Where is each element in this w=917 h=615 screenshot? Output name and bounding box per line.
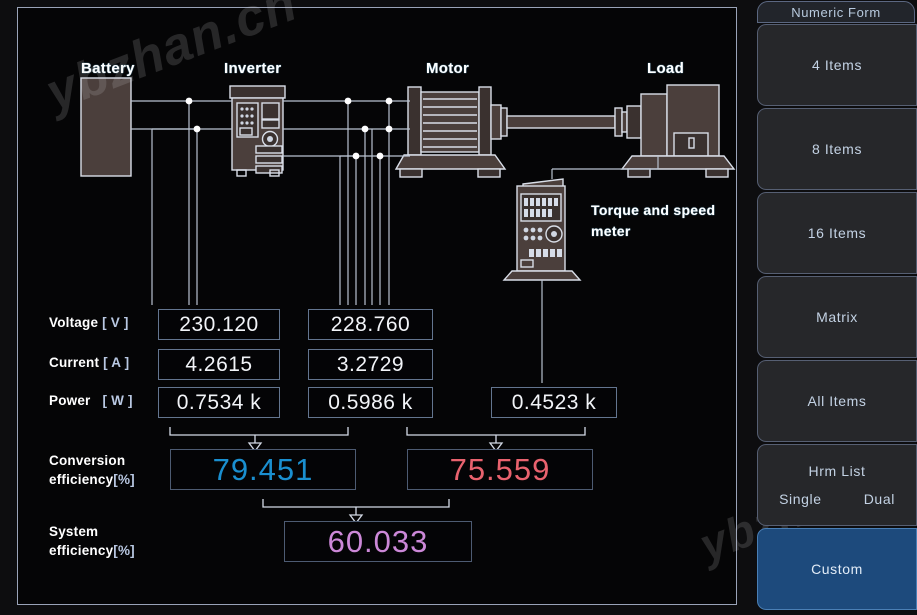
row-label-power-text: Power [49, 393, 91, 408]
menu-item-all-items[interactable]: All Items [757, 360, 917, 442]
row-label-system-efficiency: System efficiency[%] [49, 522, 135, 560]
row-unit-voltage: [ V ] [102, 315, 129, 330]
system-efficiency-line2: efficiency [49, 543, 114, 558]
menu-header: Numeric Form [757, 1, 915, 23]
menu-item-label: Hrm List [808, 463, 866, 479]
row-label-power: Power [ W ] [49, 393, 133, 408]
menu-item-16-items[interactable]: 16 Items [757, 192, 917, 274]
menu-item-8-items[interactable]: 8 Items [757, 108, 917, 190]
menu-item-custom[interactable]: Custom [757, 528, 917, 610]
row-label-voltage: Voltage [ V ] [49, 315, 129, 330]
value-power-1: 0.7534 k [158, 387, 280, 418]
value-power-3: 0.4523 k [491, 387, 617, 418]
menu-item-label: Matrix [816, 309, 858, 325]
hrm-list-mode-row: Single Dual [758, 491, 916, 507]
value-power-2: 0.5986 k [308, 387, 433, 418]
row-unit-current: [ A ] [103, 355, 130, 370]
system-efficiency-line1: System [49, 524, 99, 539]
conversion-efficiency-line2: efficiency [49, 472, 114, 487]
value-system-efficiency: 60.033 [284, 521, 472, 562]
row-unit-power: [ W ] [102, 393, 133, 408]
menu-item-label: All Items [807, 393, 867, 409]
row-label-voltage-text: Voltage [49, 315, 99, 330]
conversion-efficiency-unit: [%] [113, 472, 135, 487]
system-efficiency-unit: [%] [113, 543, 135, 558]
value-conversion-efficiency-1: 79.451 [170, 449, 356, 490]
menu-item-label: Custom [811, 561, 863, 577]
diagram-label-motor: Motor [426, 60, 470, 77]
hrm-list-dual-option[interactable]: Dual [863, 491, 895, 507]
value-conversion-efficiency-2: 75.559 [407, 449, 593, 490]
diagram-label-load: Load [647, 60, 685, 77]
value-voltage-2: 228.760 [308, 309, 433, 340]
row-label-current-text: Current [49, 355, 100, 370]
menu-item-matrix[interactable]: Matrix [757, 276, 917, 358]
menu-item-4-items[interactable]: 4 Items [757, 24, 917, 106]
diagram-label-inverter: Inverter [224, 60, 282, 77]
value-current-1: 4.2615 [158, 349, 280, 380]
conversion-efficiency-line1: Conversion [49, 453, 126, 468]
hrm-list-single-option[interactable]: Single [779, 491, 822, 507]
menu-item-label: 4 Items [811, 57, 863, 73]
value-current-2: 3.2729 [308, 349, 433, 380]
diagram-label-torque-speed-meter: Torque and speed meter [591, 202, 716, 239]
menu-item-label: 8 Items [811, 141, 863, 157]
system-diagram: .eq-fill { fill:#4b3f3c; } .eq-fill2 { f… [18, 8, 736, 604]
row-label-current: Current [ A ] [49, 355, 129, 370]
menu-item-label: 16 Items [807, 225, 867, 241]
value-voltage-1: 230.120 [158, 309, 280, 340]
menu-item-hrm-list[interactable]: Hrm List Single Dual [757, 444, 917, 526]
numeric-form-menu: Numeric Form 4 Items 8 Items 16 Items Ma… [757, 0, 917, 615]
row-label-conversion-efficiency: Conversion efficiency[%] [49, 451, 135, 489]
measurement-panel: .eq-fill { fill:#4b3f3c; } .eq-fill2 { f… [17, 0, 917, 605]
diagram-label-battery: Battery [81, 60, 135, 77]
